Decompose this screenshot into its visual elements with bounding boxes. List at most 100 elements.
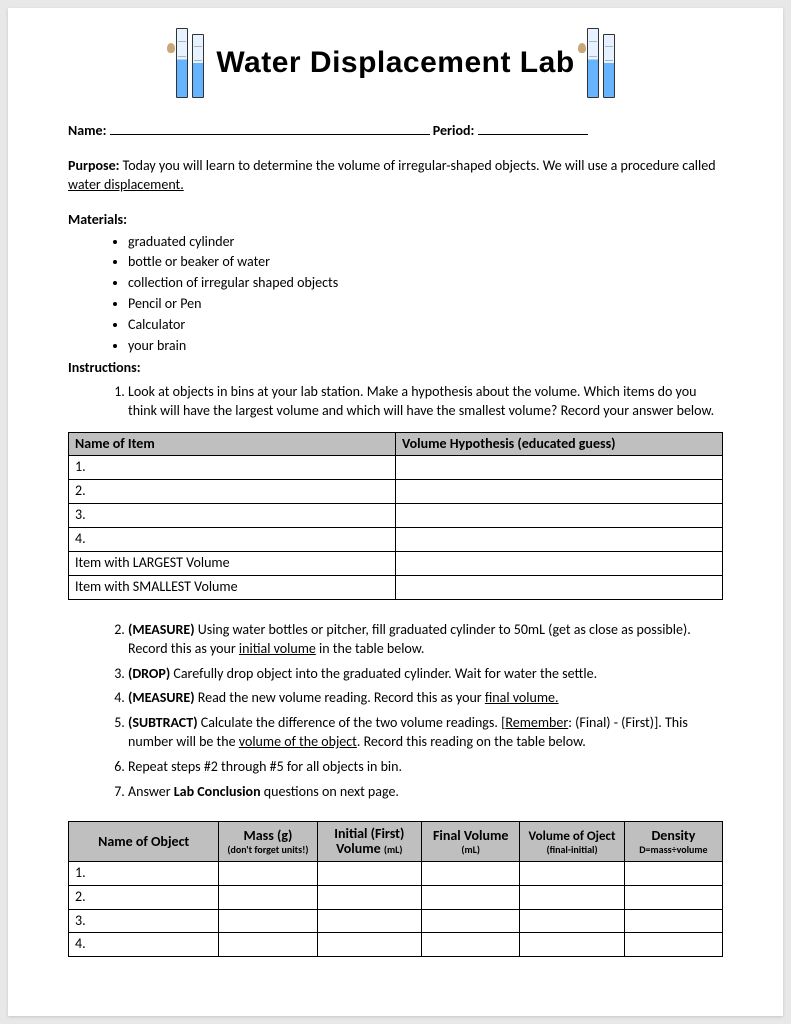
header-sub: (mL) <box>384 843 403 856</box>
step-text: . Record this reading on the table below… <box>357 733 586 750</box>
header-main: Mass (g) <box>243 827 292 844</box>
list-item: (DROP) Carefully drop object into the gr… <box>128 662 723 687</box>
purpose-underline: water displacement. <box>68 176 184 193</box>
table-cell[interactable] <box>317 909 422 933</box>
table-cell[interactable] <box>422 909 520 933</box>
header-main: Name of Object <box>98 833 189 850</box>
purpose-label: Purpose: <box>68 157 119 174</box>
table-row: 3. <box>69 504 723 528</box>
table-cell[interactable] <box>624 861 722 885</box>
table-cell[interactable] <box>219 909 317 933</box>
table-cell[interactable]: 4. <box>69 933 219 957</box>
purpose-paragraph: Purpose: Today you will learn to determi… <box>68 157 723 195</box>
table-cell[interactable]: Item with LARGEST Volume <box>69 552 396 576</box>
data-table: Name of Object Mass (g)(don't forget uni… <box>68 821 723 957</box>
list-item: (MEASURE) Using water bottles or pitcher… <box>128 618 723 662</box>
table-cell[interactable] <box>219 861 317 885</box>
name-period-line: Name: Period: <box>68 122 723 141</box>
table-row: Item with SMALLEST Volume <box>69 575 723 599</box>
step-underline: initial volume <box>239 640 316 657</box>
hypothesis-table: Name of Item Volume Hypothesis (educated… <box>68 432 723 600</box>
table-cell[interactable]: 3. <box>69 909 219 933</box>
step-text: in the table below. <box>316 640 425 657</box>
instructions-list-2: (MEASURE) Using water bottles or pitcher… <box>128 618 723 805</box>
list-item: collection of irregular shaped objects <box>128 273 723 294</box>
table-cell[interactable]: 2. <box>69 885 219 909</box>
table-row: 3. <box>69 909 723 933</box>
table-cell[interactable] <box>624 909 722 933</box>
table-cell[interactable] <box>396 528 723 552</box>
table-header: Final Volume(mL) <box>422 821 520 861</box>
list-item: Pencil or Pen <box>128 294 723 315</box>
step-text: Read the new volume reading. Record this… <box>195 689 485 706</box>
table-row: 4. <box>69 528 723 552</box>
table-cell[interactable] <box>317 861 422 885</box>
table-cell[interactable] <box>624 885 722 909</box>
table-cell[interactable] <box>396 480 723 504</box>
table-row: 2. <box>69 885 723 909</box>
table-row: 4. <box>69 933 723 957</box>
table-cell[interactable] <box>520 933 625 957</box>
table-cell[interactable] <box>422 933 520 957</box>
header-main: Density <box>651 827 695 844</box>
table-cell[interactable]: 2. <box>69 480 396 504</box>
list-item: graduated cylinder <box>128 232 723 253</box>
table-cell[interactable] <box>396 504 723 528</box>
header-main: Final Volume <box>433 827 508 844</box>
header-sub: (don't forget units!) <box>221 844 314 855</box>
table-cell[interactable] <box>422 861 520 885</box>
header-sub: (final-initial) <box>522 844 622 855</box>
table-cell[interactable]: Item with SMALLEST Volume <box>69 575 396 599</box>
table-cell[interactable] <box>396 575 723 599</box>
list-item: (MEASURE) Read the new volume reading. R… <box>128 686 723 711</box>
cylinder-icon-left <box>176 28 204 98</box>
list-item: Repeat steps #2 through #5 for all objec… <box>128 755 723 780</box>
header-main: Volume of Oject <box>529 829 616 844</box>
list-item: bottle or beaker of water <box>128 252 723 273</box>
table-cell[interactable] <box>219 885 317 909</box>
period-blank[interactable] <box>478 122 588 135</box>
header-sub: D=mass÷volume <box>627 844 720 855</box>
table-row: 1. <box>69 456 723 480</box>
name-label: Name: <box>68 122 106 139</box>
list-item: Look at objects in bins at your lab stat… <box>128 380 723 424</box>
table-cell[interactable] <box>520 885 625 909</box>
cylinder-icon-right <box>587 28 615 98</box>
step-keyword: (MEASURE) <box>128 621 195 638</box>
materials-list: graduated cylinder bottle or beaker of w… <box>128 232 723 357</box>
list-item: (SUBTRACT) Calculate the difference of t… <box>128 711 723 755</box>
table-cell[interactable]: 1. <box>69 456 396 480</box>
list-item: Calculator <box>128 315 723 336</box>
table-header: Volume Hypothesis (educated guess) <box>396 432 723 456</box>
table-header: Volume of Oject(final-initial) <box>520 821 625 861</box>
list-item: Answer Lab Conclusion questions on next … <box>128 780 723 805</box>
table-header: Name of Item <box>69 432 396 456</box>
table-cell[interactable]: 3. <box>69 504 396 528</box>
table-row: 2. <box>69 480 723 504</box>
instructions-label: Instructions: <box>68 359 723 378</box>
name-blank[interactable] <box>110 122 430 135</box>
table-row: 1. <box>69 861 723 885</box>
table-cell[interactable] <box>317 885 422 909</box>
table-cell[interactable] <box>520 861 625 885</box>
table-header: Initial (First) Volume (mL) <box>317 821 422 861</box>
step-underline: Remember <box>505 714 568 731</box>
table-cell[interactable] <box>317 933 422 957</box>
step-text: Calculate the difference of the two volu… <box>198 714 506 731</box>
table-cell[interactable] <box>219 933 317 957</box>
table-row: Item with LARGEST Volume <box>69 552 723 576</box>
table-cell[interactable] <box>624 933 722 957</box>
list-item: your brain <box>128 336 723 357</box>
table-cell[interactable] <box>422 885 520 909</box>
step-keyword: (MEASURE) <box>128 689 195 706</box>
step-underline: volume of the object <box>239 733 357 750</box>
table-cell[interactable]: 1. <box>69 861 219 885</box>
table-cell[interactable] <box>396 552 723 576</box>
instructions-list-1: Look at objects in bins at your lab stat… <box>128 380 723 424</box>
title-row: Water Displacement Lab <box>68 28 723 98</box>
table-cell[interactable] <box>396 456 723 480</box>
table-cell[interactable]: 4. <box>69 528 396 552</box>
step-text: Answer <box>128 783 174 800</box>
table-header: Mass (g)(don't forget units!) <box>219 821 317 861</box>
table-cell[interactable] <box>520 909 625 933</box>
